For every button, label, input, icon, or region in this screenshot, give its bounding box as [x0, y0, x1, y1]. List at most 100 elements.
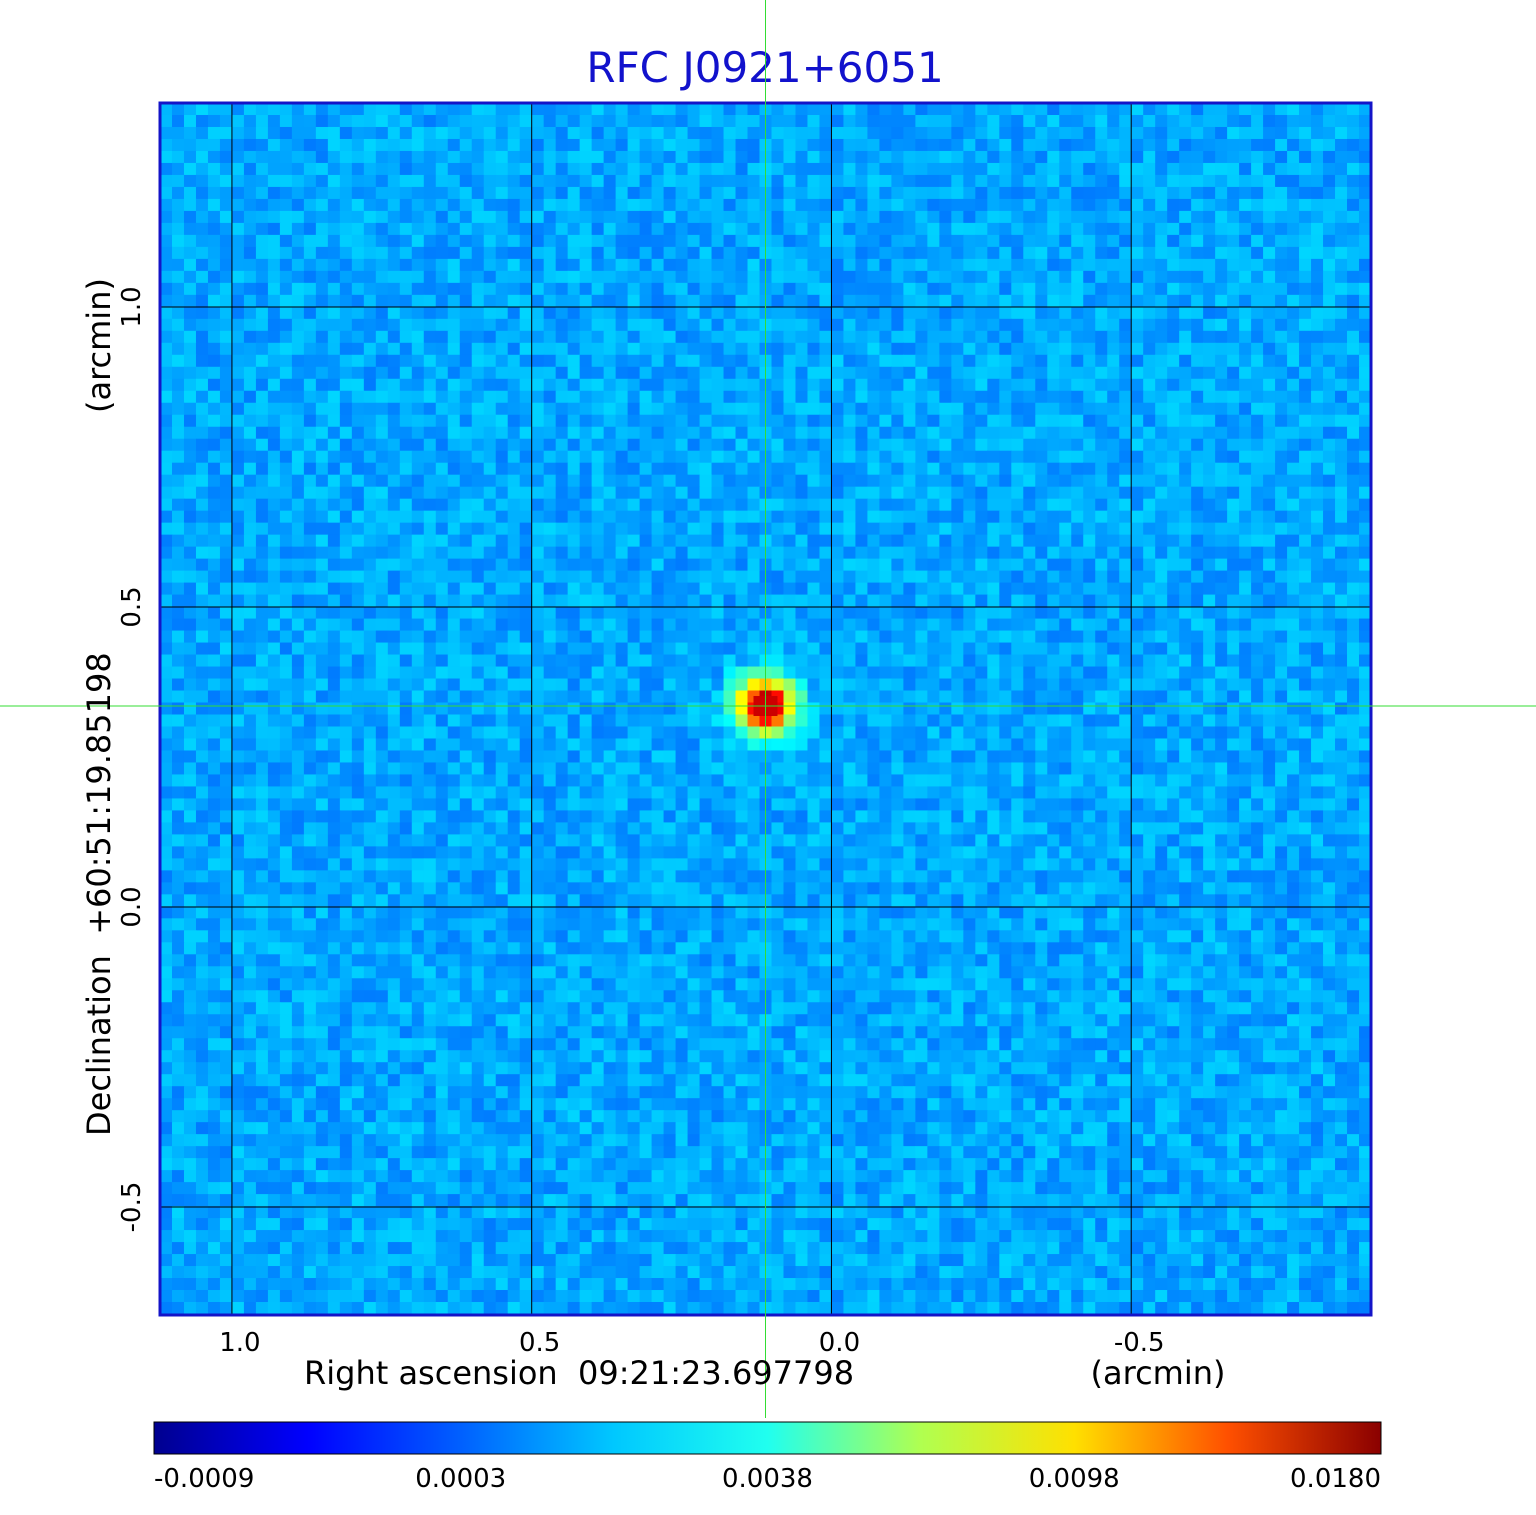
heatmap-pixel	[507, 450, 521, 464]
heatmap-pixel	[963, 366, 976, 380]
heatmap-pixel	[915, 162, 928, 176]
heatmap-pixel	[171, 666, 185, 680]
heatmap-pixel	[195, 114, 209, 128]
heatmap-pixel	[291, 174, 305, 188]
heatmap-pixel	[663, 438, 677, 452]
heatmap-pixel	[951, 450, 964, 464]
heatmap-pixel	[387, 582, 401, 596]
heatmap-pixel	[1155, 486, 1168, 500]
heatmap-pixel	[627, 606, 641, 620]
heatmap-pixel	[363, 462, 377, 476]
heatmap-pixel	[699, 318, 713, 332]
heatmap-pixel	[675, 510, 689, 524]
heatmap-pixel	[459, 582, 473, 596]
heatmap-pixel	[160, 462, 173, 476]
heatmap-pixel	[243, 186, 257, 200]
heatmap-pixel	[771, 510, 785, 524]
heatmap-pixel	[243, 510, 257, 524]
heatmap-pixel	[1071, 402, 1084, 416]
heatmap-pixel	[1323, 486, 1336, 500]
heatmap-pixel	[1083, 558, 1096, 572]
heatmap-pixel	[531, 294, 545, 308]
heatmap-pixel	[867, 234, 881, 248]
heatmap-pixel	[879, 294, 892, 308]
heatmap-pixel	[243, 402, 257, 416]
heatmap-pixel	[543, 222, 557, 236]
heatmap-pixel	[1095, 678, 1108, 692]
heatmap-pixel	[471, 150, 485, 164]
heatmap-pixel	[795, 378, 809, 392]
heatmap-pixel	[351, 246, 365, 260]
heatmap-pixel	[387, 186, 401, 200]
heatmap-pixel	[1143, 114, 1156, 128]
heatmap-pixel	[699, 414, 713, 428]
heatmap-pixel	[699, 582, 713, 596]
heatmap-pixel	[975, 390, 988, 404]
heatmap-pixel	[423, 198, 437, 212]
heatmap-pixel	[1035, 606, 1048, 620]
heatmap-pixel	[1239, 426, 1252, 440]
heatmap-pixel	[939, 594, 952, 608]
heatmap-pixel	[579, 474, 593, 488]
heatmap-pixel	[1323, 558, 1336, 572]
heatmap-pixel	[1287, 330, 1300, 344]
heatmap-pixel	[927, 618, 940, 632]
heatmap-pixel	[399, 690, 413, 704]
heatmap-pixel	[1107, 258, 1120, 272]
heatmap-pixel	[207, 330, 221, 344]
heatmap-pixel	[1311, 246, 1324, 260]
heatmap-pixel	[1239, 354, 1252, 368]
heatmap-pixel	[1011, 510, 1024, 524]
heatmap-pixel	[687, 402, 701, 416]
heatmap-pixel	[939, 366, 952, 380]
heatmap-pixel	[687, 210, 701, 224]
heatmap-pixel	[543, 642, 557, 656]
heatmap-pixel	[543, 462, 557, 476]
heatmap-pixel	[1335, 270, 1348, 284]
heatmap-pixel	[375, 103, 389, 116]
heatmap-pixel	[1035, 354, 1048, 368]
heatmap-pixel	[495, 330, 509, 344]
heatmap-pixel	[867, 198, 881, 212]
heatmap-pixel	[1155, 162, 1168, 176]
heatmap-pixel	[303, 174, 317, 188]
heatmap-pixel	[927, 150, 940, 164]
heatmap-pixel	[1131, 234, 1144, 248]
heatmap-pixel	[627, 174, 641, 188]
heatmap-pixel	[963, 186, 976, 200]
heatmap-pixel	[975, 162, 988, 176]
heatmap-pixel	[423, 378, 437, 392]
heatmap-pixel	[495, 318, 509, 332]
heatmap-pixel	[1227, 294, 1240, 308]
heatmap-pixel	[1347, 558, 1360, 572]
heatmap-pixel	[831, 594, 845, 608]
heatmap-pixel	[423, 510, 437, 524]
heatmap-pixel	[1359, 354, 1371, 368]
heatmap-pixel	[807, 534, 821, 548]
heatmap-pixel	[315, 522, 329, 536]
heatmap-pixel	[1251, 534, 1264, 548]
heatmap-pixel	[915, 246, 928, 260]
heatmap-pixel	[483, 558, 497, 572]
heatmap-pixel	[160, 618, 173, 632]
heatmap-pixel	[747, 342, 761, 356]
heatmap-pixel	[723, 510, 737, 524]
heatmap-pixel	[243, 498, 257, 512]
heatmap-pixel	[1143, 618, 1156, 632]
heatmap-pixel	[255, 234, 269, 248]
heatmap-pixel	[1011, 594, 1024, 608]
heatmap-pixel	[399, 258, 413, 272]
heatmap-pixel	[339, 330, 353, 344]
heatmap-pixel	[1227, 390, 1240, 404]
heatmap-pixel	[723, 534, 737, 548]
heatmap-pixel	[351, 618, 365, 632]
heatmap-pixel	[783, 462, 797, 476]
heatmap-pixel	[615, 414, 629, 428]
heatmap-pixel	[291, 126, 305, 140]
heatmap-pixel	[1011, 534, 1024, 548]
heatmap-pixel	[951, 678, 964, 692]
heatmap-pixel	[471, 186, 485, 200]
heatmap-pixel	[1095, 390, 1108, 404]
heatmap-pixel	[543, 282, 557, 296]
heatmap-pixel	[555, 186, 569, 200]
